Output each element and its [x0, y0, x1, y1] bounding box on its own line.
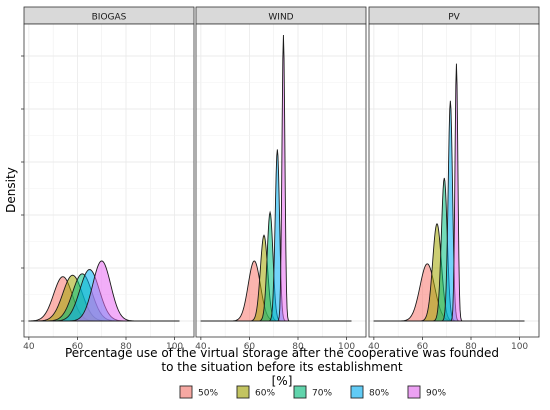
legend-swatch	[407, 385, 421, 399]
x-tick-label: 100	[166, 342, 183, 352]
legend-label: 90%	[426, 389, 446, 399]
legend-swatch	[350, 385, 364, 399]
x-axis-label-line-1: Percentage use of the virtual storage af…	[65, 346, 499, 360]
legend-swatch	[293, 385, 307, 399]
panel-wind: WIND 40 60 80 100	[195, 6, 367, 352]
x-tick-label: 40	[195, 342, 207, 352]
density-90pct	[373, 63, 525, 322]
panels-layer: BIOGAS 40 60 80 100 WIND 40 60 80 100 PV 40 60 80 100	[21, 6, 540, 352]
panel-biogas: BIOGAS 40 60 80 100	[21, 6, 195, 352]
x-tick-label: 60	[244, 342, 256, 352]
legend-item-60pct: 60%	[236, 385, 275, 399]
panel-title: PV	[448, 13, 460, 23]
panel-border	[23, 23, 195, 338]
panel-title: BIOGAS	[92, 13, 127, 23]
legend-item-80pct: 80%	[350, 385, 389, 399]
x-tick-label: 60	[417, 342, 429, 352]
x-tick-label: 60	[72, 342, 84, 352]
x-tick-label: 100	[338, 342, 355, 352]
x-axis-label-line-2: to the situation before its establishmen…	[161, 360, 402, 374]
legend-label: 70%	[312, 389, 332, 399]
panel-title: WIND	[268, 13, 293, 23]
legend-swatch	[179, 385, 193, 399]
panel-pv: PV 40 60 80 100	[368, 6, 540, 352]
x-tick-label: 40	[23, 342, 35, 352]
legend-label: 50%	[198, 389, 218, 399]
legend-item-90pct: 90%	[407, 385, 446, 399]
x-tick-label: 80	[120, 342, 132, 352]
legend-item-50pct: 50%	[179, 385, 218, 399]
panel-border	[368, 23, 540, 338]
y-axis-label: Density	[4, 167, 18, 213]
density-90pct	[28, 260, 180, 322]
x-tick-label: 100	[511, 342, 528, 352]
x-tick-label: 80	[465, 342, 477, 352]
legend-label: 60%	[255, 389, 275, 399]
x-tick-label: 40	[368, 342, 380, 352]
legend-label: 80%	[369, 389, 389, 399]
legend-item-70pct: 70%	[293, 385, 332, 399]
panel-border	[195, 23, 367, 338]
density-90pct	[200, 34, 352, 322]
x-tick-label: 80	[292, 342, 304, 352]
legend: 50% 60% 70% 80% 90%	[179, 385, 446, 399]
legend-swatch	[236, 385, 250, 399]
x-axis-label-line-3: [%]	[272, 374, 293, 388]
